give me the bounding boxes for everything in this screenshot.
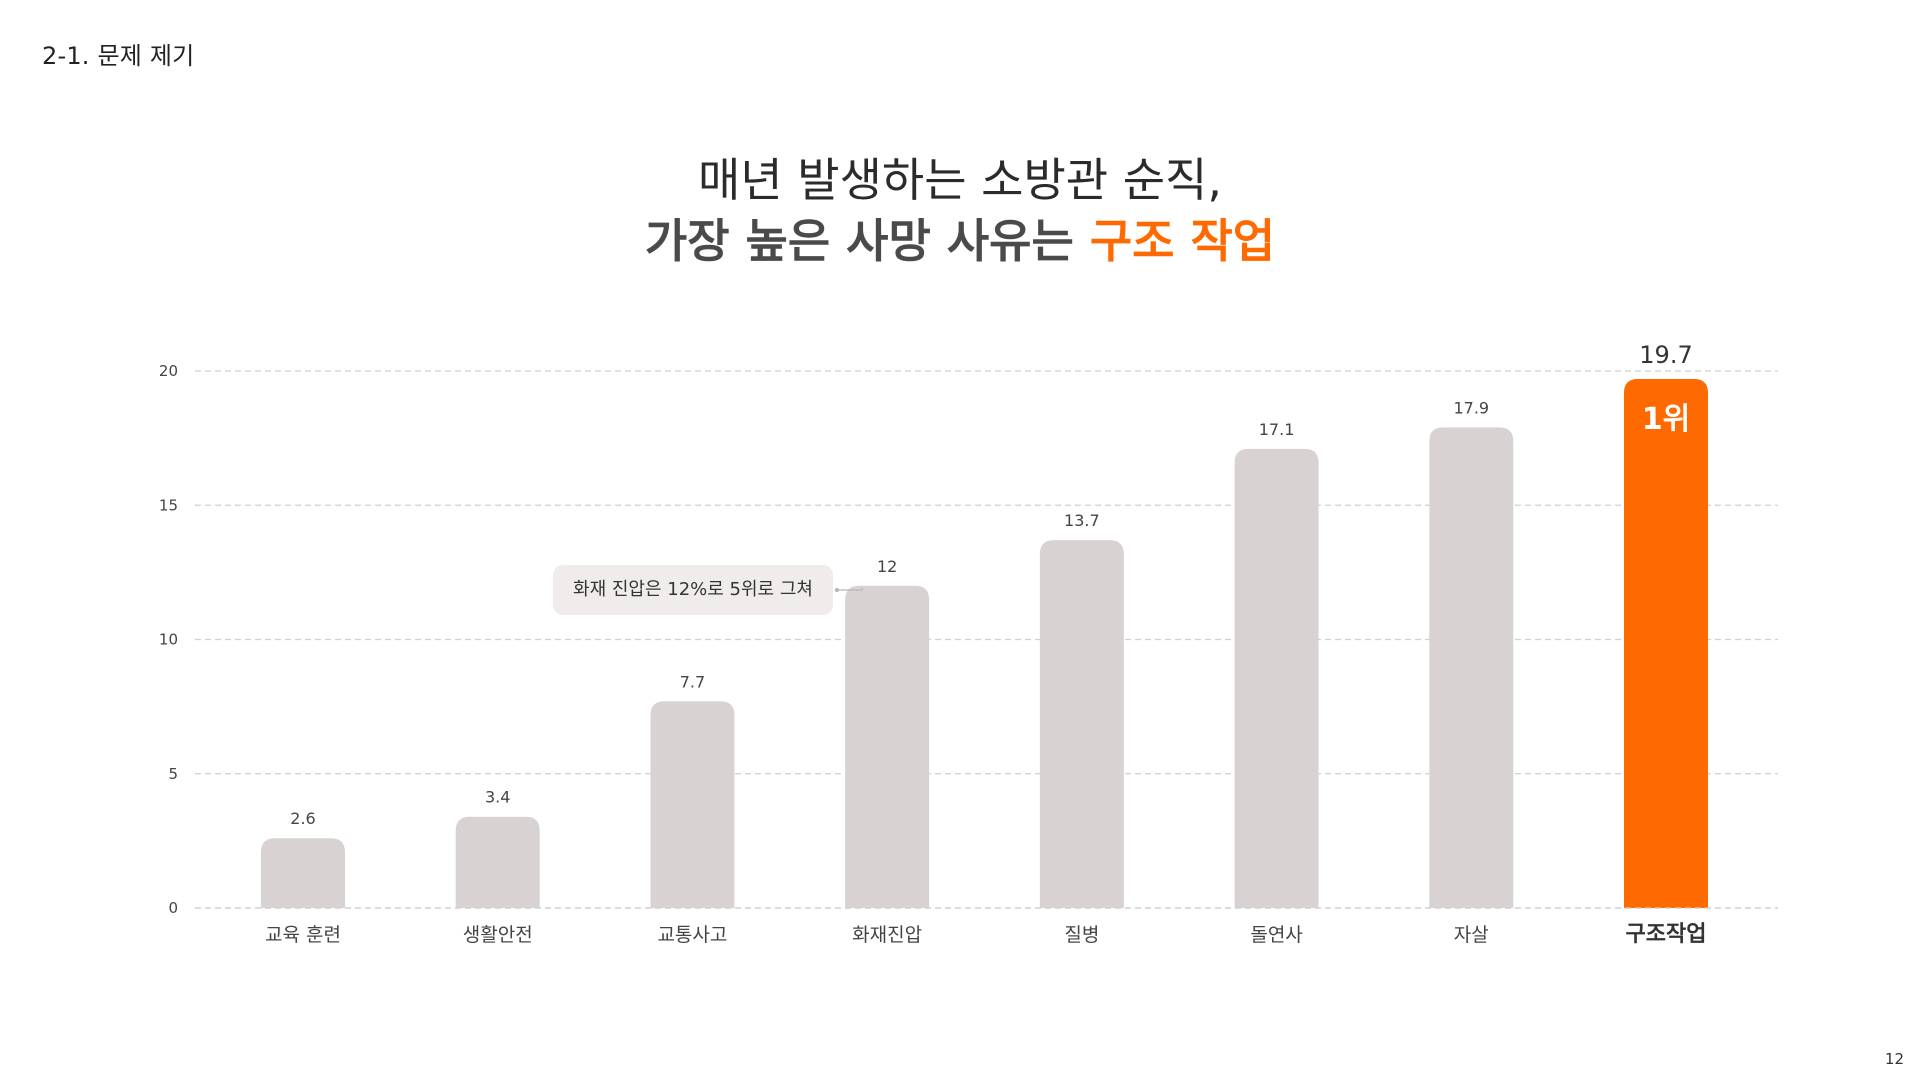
annotation-leader-line (837, 587, 863, 591)
bar-4 (1039, 540, 1124, 908)
bar-3 (845, 585, 930, 908)
x-tick-label: 교통사고 (657, 924, 727, 946)
data-label: 19.7 (1639, 341, 1692, 369)
bar-0 (261, 838, 345, 908)
data-label: 3.4 (485, 788, 510, 807)
bar-2 (650, 701, 735, 908)
x-tick-label: 돌연사 (1250, 924, 1302, 946)
y-tick-label: 5 (168, 765, 178, 783)
page-number: 12 (1884, 1050, 1904, 1068)
data-label: 13.7 (1064, 511, 1100, 530)
rank-badge: 1위 (1642, 402, 1690, 437)
bar-1 (455, 816, 540, 908)
headline-line2-prefix: 가장 높은 사망 사유는 (644, 214, 1090, 268)
data-label: 7.7 (680, 672, 705, 691)
data-label: 17.1 (1259, 420, 1295, 439)
bar-6 (1429, 427, 1514, 908)
data-label: 12 (877, 557, 897, 576)
x-tick-label: 질병 (1064, 924, 1099, 946)
y-tick-label: 0 (168, 899, 178, 917)
section-label: 2-1. 문제 제기 (42, 42, 195, 70)
x-tick-label: 생활안전 (463, 924, 533, 946)
data-label: 2.6 (290, 809, 315, 828)
headline-line2-accent: 구조 작업 (1089, 214, 1276, 268)
headline-line1: 매년 발생하는 소방관 순직, (697, 153, 1222, 207)
bar-5 (1234, 448, 1319, 908)
x-tick-label: 자살 (1454, 924, 1489, 946)
y-tick-label: 20 (159, 362, 178, 380)
headline-line2: 가장 높은 사망 사유는 구조 작업 (0, 210, 1920, 272)
x-tick-label: 교육 훈련 (265, 924, 341, 946)
data-label: 17.9 (1453, 398, 1489, 417)
annotation-callout: 화재 진압은 12%로 5위로 그쳐 (553, 565, 833, 615)
headline: 매년 발생하는 소방관 순직, 가장 높은 사망 사유는 구조 작업 (0, 150, 1920, 272)
x-tick-label: 구조작업 (1626, 922, 1707, 947)
y-tick-label: 15 (159, 496, 178, 514)
x-tick-label: 화재진압 (852, 924, 922, 946)
y-tick-label: 10 (159, 631, 178, 649)
bar-7 (1624, 379, 1708, 908)
annotation-leader-dot (834, 587, 840, 593)
